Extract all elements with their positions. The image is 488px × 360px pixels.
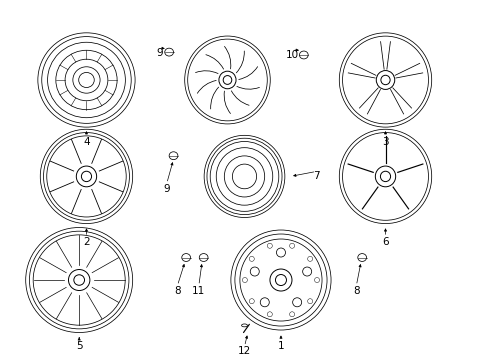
Text: 9: 9 (156, 48, 163, 58)
Ellipse shape (242, 278, 247, 283)
Ellipse shape (249, 299, 254, 304)
Ellipse shape (307, 299, 312, 304)
Ellipse shape (267, 243, 272, 248)
Text: 12: 12 (237, 346, 251, 356)
Ellipse shape (250, 267, 259, 276)
Text: 11: 11 (192, 286, 205, 296)
Text: 8: 8 (352, 286, 359, 296)
Text: 6: 6 (382, 237, 388, 247)
Text: 7: 7 (312, 171, 319, 181)
Text: 9: 9 (163, 184, 170, 194)
Text: 10: 10 (285, 50, 298, 60)
Ellipse shape (260, 298, 269, 307)
Ellipse shape (314, 278, 319, 283)
Ellipse shape (292, 298, 301, 307)
Ellipse shape (302, 267, 311, 276)
Text: 4: 4 (83, 137, 90, 147)
Ellipse shape (307, 256, 312, 261)
Text: 5: 5 (76, 341, 82, 351)
Ellipse shape (289, 312, 294, 317)
Ellipse shape (276, 248, 285, 257)
Text: 2: 2 (83, 237, 90, 247)
Ellipse shape (249, 256, 254, 261)
Text: 8: 8 (174, 286, 181, 296)
Text: 3: 3 (382, 137, 388, 147)
Text: 1: 1 (277, 341, 284, 351)
Ellipse shape (289, 243, 294, 248)
Ellipse shape (267, 312, 272, 317)
